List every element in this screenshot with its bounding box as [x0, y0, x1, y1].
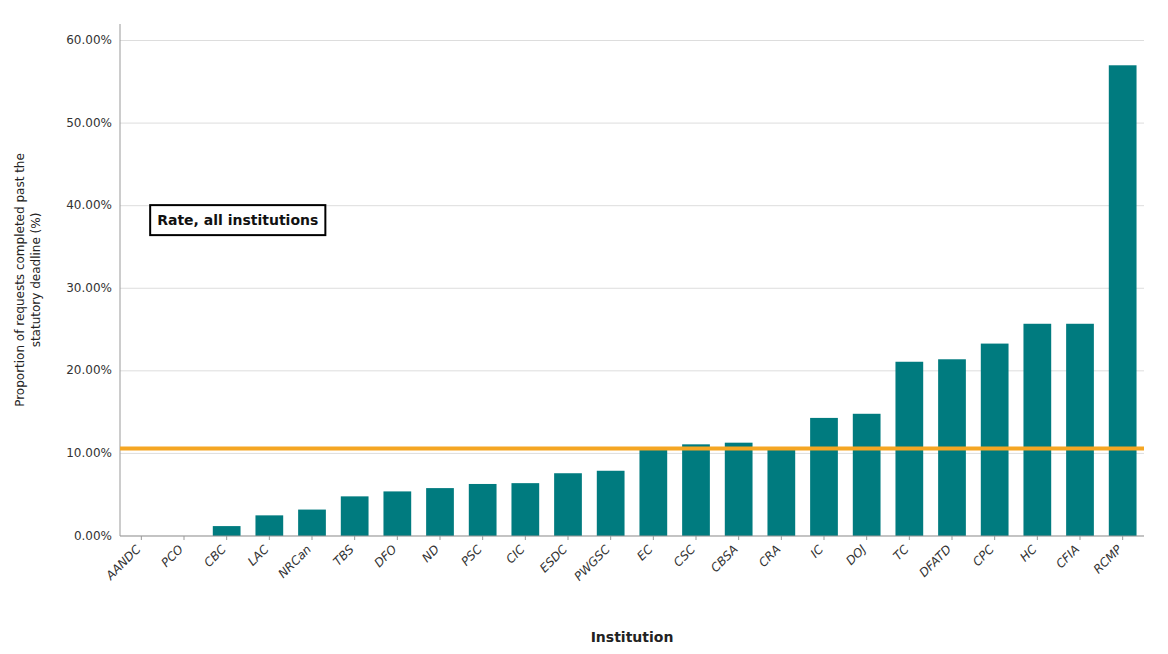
legend-label: Rate, all institutions [157, 212, 318, 228]
x-tick-label: CRA [756, 542, 784, 570]
x-tick-label: RCMP [1091, 542, 1126, 577]
x-tick [397, 536, 398, 540]
grid-line [120, 123, 1144, 124]
x-tick [226, 536, 227, 540]
x-tick-label: ND [419, 542, 442, 565]
bar [597, 471, 625, 536]
x-tick [269, 536, 270, 540]
x-tick-label: TBS [330, 542, 357, 569]
x-tick-label: DOJ [843, 542, 869, 568]
bar [1109, 65, 1137, 536]
bar [1066, 324, 1094, 536]
x-tick-label: CSC [671, 542, 699, 570]
grid [120, 41, 1144, 536]
x-axis-line [120, 536, 1144, 537]
bar [853, 414, 881, 536]
x-tick [1122, 536, 1123, 540]
reference-line [120, 446, 1144, 450]
y-tick-label: 0.00% [74, 529, 112, 543]
grid-line [120, 40, 1144, 41]
x-tick [525, 536, 526, 540]
x-axis-label: Institution [591, 629, 674, 645]
x-tick [866, 536, 867, 540]
x-tick-label: PSC [458, 542, 485, 569]
y-tick-label: 30.00% [66, 281, 112, 295]
y-axis-label: Proportion of requests completed past th… [13, 153, 43, 407]
bar [511, 483, 539, 536]
x-tick [354, 536, 355, 540]
bar [341, 496, 369, 536]
x-tick [909, 536, 910, 540]
legend-box [150, 205, 325, 235]
y-tick-label: 10.00% [66, 446, 112, 460]
y-axis: 0.00% 10.00% 20.00% 30.00% 40.00% 50.00% 60.00… [66, 24, 120, 543]
bar [554, 473, 582, 536]
x-tick [781, 536, 782, 540]
y-tick-label: 20.00% [66, 363, 112, 377]
bar [639, 448, 667, 536]
bar [426, 488, 454, 536]
x-tick-label: AANDC [102, 542, 143, 583]
x-tick [738, 536, 739, 540]
x-tick-label: LAC [245, 542, 272, 569]
x-tick [653, 536, 654, 540]
x-tick-label: CBC [201, 542, 229, 570]
x-axis: AANDC PCO CBC LACNRCan TBS DFO ND PSC CIC ESDCPWG… [102, 536, 1144, 584]
x-tick [312, 536, 313, 540]
bar [981, 344, 1009, 536]
x-tick-label: EC [634, 542, 656, 564]
x-tick-label: DFATD [916, 542, 954, 580]
x-tick [994, 536, 995, 540]
x-tick [824, 536, 825, 540]
grid-line [120, 536, 1144, 537]
bar [213, 526, 241, 536]
bar [469, 484, 497, 536]
y-tick-label: 40.00% [66, 198, 112, 212]
x-tick-label: ESDC [537, 542, 571, 576]
x-tick [696, 536, 697, 540]
x-tick [1080, 536, 1081, 540]
x-tick [482, 536, 483, 540]
bar [383, 491, 411, 536]
x-tick [568, 536, 569, 540]
bar [810, 418, 838, 536]
x-tick [1037, 536, 1038, 540]
x-tick [610, 536, 611, 540]
x-tick [184, 536, 185, 540]
bar [725, 443, 753, 536]
x-tick-label: PWGSC [571, 542, 613, 584]
chart: 0.00% 10.00% 20.00% 30.00% 40.00% 50.00% 60.00… [0, 0, 1168, 654]
grid-line [120, 288, 1144, 289]
bar [298, 510, 326, 536]
x-tick-label: CPC [970, 542, 997, 569]
bar [1023, 324, 1051, 536]
x-tick-label: HC [1017, 542, 1040, 565]
x-tick-label: CBSA [708, 542, 741, 575]
x-tick-label: TC [890, 542, 911, 563]
x-tick [141, 536, 142, 540]
y-axis-line [120, 24, 121, 536]
bars [213, 65, 1137, 536]
x-tick [952, 536, 953, 540]
bar [255, 515, 283, 536]
y-tick-label: 60.00% [66, 33, 112, 47]
x-tick-label: NRCan [275, 542, 314, 581]
legend: Rate, all institutions [150, 205, 325, 235]
x-tick-label: CFIA [1053, 542, 1082, 571]
bar [767, 449, 795, 536]
x-tick-label: PCO [158, 542, 186, 570]
x-tick-label: CIC [503, 542, 528, 567]
x-tick [440, 536, 441, 540]
x-tick-label: DFO [371, 542, 399, 570]
bar [682, 444, 710, 536]
x-tick-label: IC [808, 542, 827, 561]
y-tick-label: 50.00% [66, 116, 112, 130]
